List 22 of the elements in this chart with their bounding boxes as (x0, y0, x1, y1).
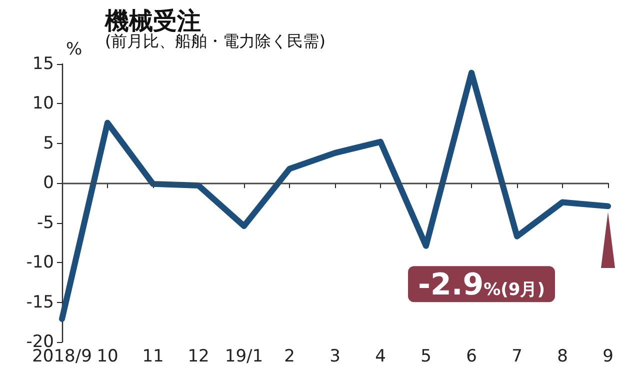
x-tick-label: 10 (96, 346, 118, 366)
y-tick-label: 0 (43, 173, 54, 194)
x-tick-label: 9 (602, 346, 614, 366)
y-tick-label: 15 (32, 54, 54, 74)
x-tick-label: 3 (330, 346, 340, 366)
x-tick-label: 7 (512, 346, 522, 366)
annotation: -2.9%(9月) (418, 268, 545, 303)
chart-subtitle: (前月比、船舶・電力除く民需) (105, 32, 326, 50)
y-tick-label: -5 (37, 212, 54, 233)
x-tick-label: 4 (375, 346, 386, 366)
y-axis-title: % (66, 40, 82, 60)
x-tick-label: 11 (142, 346, 164, 366)
x-tick-label: 2 (284, 346, 295, 366)
x-tick-label: 12 (188, 346, 210, 366)
x-tick-label: 19/1 (224, 346, 264, 366)
y-tick-label: 10 (32, 94, 54, 114)
x-tick-label: 8 (557, 346, 568, 366)
y-tick-label: 5 (43, 133, 54, 154)
x-tick-label: 5 (420, 346, 432, 366)
y-tick-label: -10 (26, 252, 54, 273)
x-tick-label: 6 (466, 346, 477, 366)
y-tick-label: -15 (26, 292, 54, 312)
